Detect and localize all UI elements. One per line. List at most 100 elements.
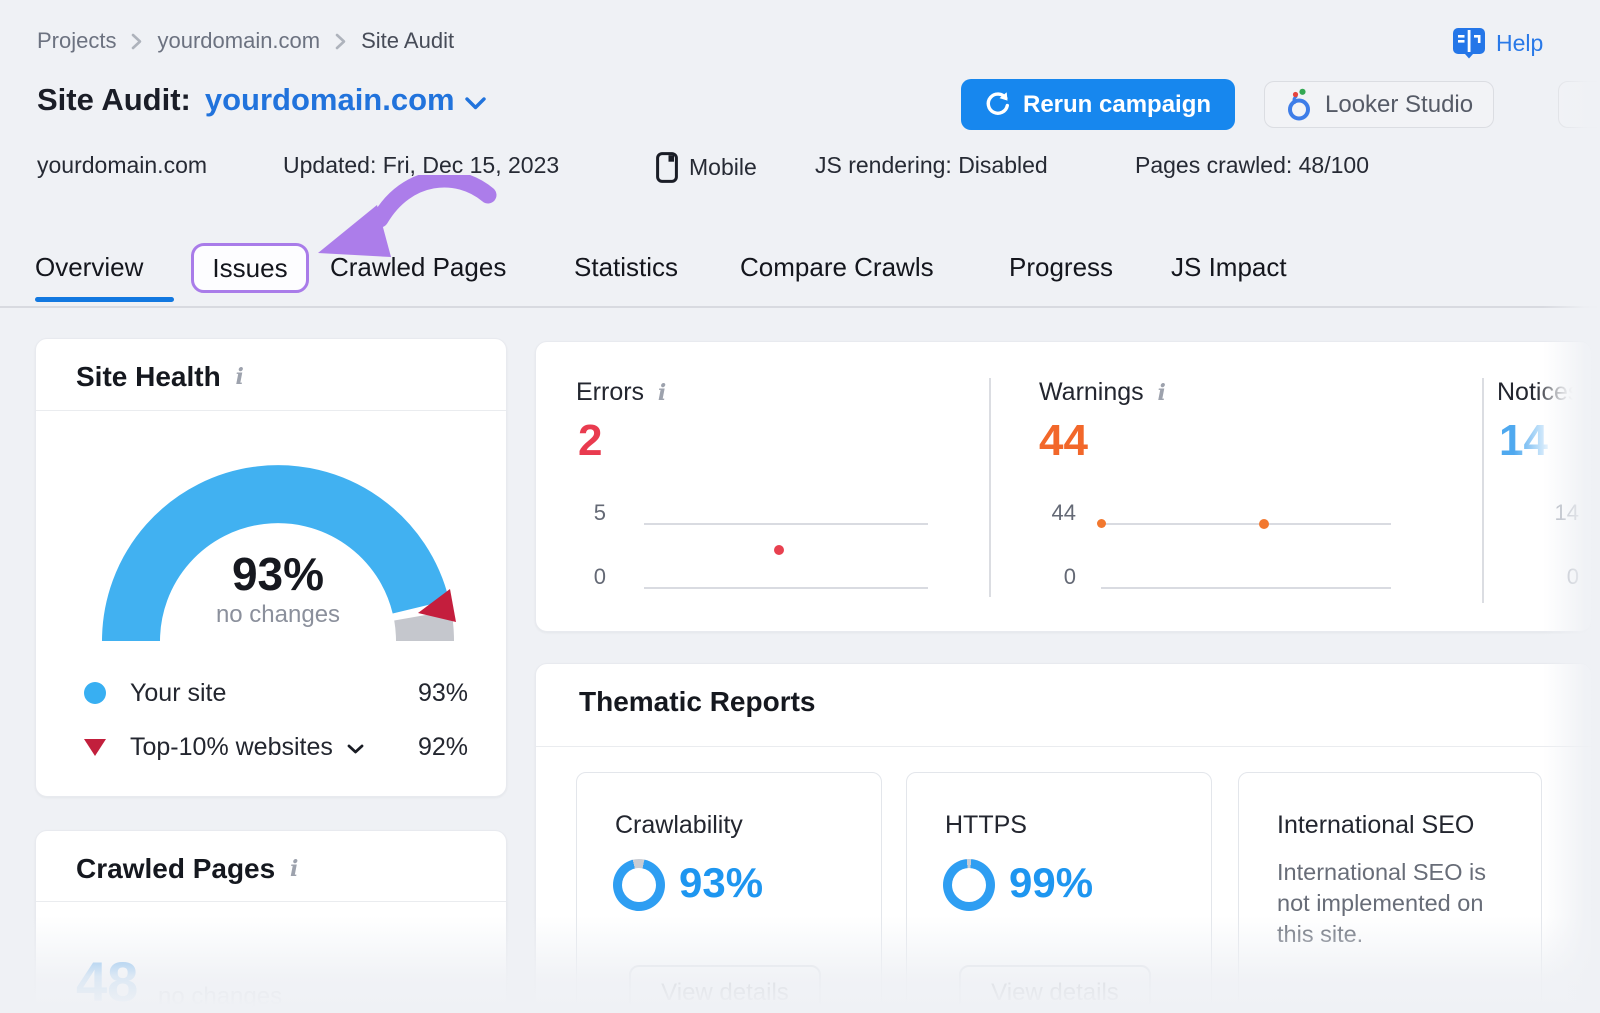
errors-gridline-bottom: [644, 587, 928, 589]
section-divider: [989, 378, 991, 597]
https-view-details-button[interactable]: View details: [959, 965, 1151, 1013]
meta-js-rendering: JS rendering: Disabled: [815, 152, 1048, 178]
tab-overview[interactable]: Overview: [35, 252, 144, 282]
international-seo-card: International SEO International SEO is n…: [1238, 772, 1542, 1013]
benchmark-triangle-icon: [84, 738, 106, 756]
meta-device: Mobile: [656, 152, 757, 183]
section-divider: [1482, 378, 1484, 603]
crawled-pages-value: 48: [76, 950, 139, 1013]
your-site-dot-icon: [84, 682, 106, 704]
https-title: HTTPS: [945, 811, 1027, 839]
notices-value[interactable]: 14: [1499, 416, 1548, 465]
crawlability-card: Crawlability 93% View details: [576, 772, 882, 1013]
https-donut-icon: [943, 859, 995, 911]
errors-tick-bottom: 0: [593, 564, 606, 589]
warnings-data-point[interactable]: [1259, 519, 1269, 529]
warnings-tick-bottom: 0: [1063, 564, 1076, 589]
site-health-title-text: Site Health: [76, 361, 221, 392]
https-card: HTTPS 99% View details: [906, 772, 1212, 1013]
meta-updated: Updated: Fri, Dec 15, 2023: [283, 152, 560, 178]
chevron-down-icon[interactable]: [347, 744, 364, 754]
rerun-campaign-label: Rerun campaign: [1023, 90, 1212, 118]
partial-button[interactable]: [1558, 81, 1600, 128]
breadcrumb-site-audit: Site Audit: [361, 28, 455, 53]
warnings-value[interactable]: 44: [1039, 416, 1088, 465]
your-site-value: 93%: [417, 678, 468, 707]
tab-issues: Issues: [212, 252, 288, 283]
your-site-label: Your site: [130, 678, 227, 707]
breadcrumb: Projects yourdomain.com Site Audit: [37, 28, 454, 54]
warnings-gridline-bottom: [1101, 587, 1391, 589]
campaign-selector[interactable]: yourdomain.com: [205, 82, 486, 118]
notices-label: Notices: [1497, 378, 1581, 406]
errors-gridline-top: [644, 523, 928, 525]
help-label: Help: [1496, 29, 1544, 56]
site-health-card: Site Health 93% no changes Your site 93%…: [35, 338, 507, 797]
tab-crawled-pages[interactable]: Crawled Pages: [330, 252, 507, 282]
crawlability-donut-icon: [613, 859, 665, 911]
info-icon[interactable]: [286, 856, 302, 882]
warnings-gridline-top: [1101, 523, 1391, 525]
active-tab-underline: [35, 297, 174, 302]
crawled-pages-card: Crawled Pages 48 no changes: [35, 830, 507, 1013]
help-book-icon: [1453, 28, 1485, 59]
crawlability-view-details-button[interactable]: View details: [629, 965, 821, 1013]
tab-issues-highlight[interactable]: Issues: [191, 243, 309, 293]
thematic-reports-title: Thematic Reports: [579, 686, 816, 718]
chevron-right-icon: [132, 33, 142, 49]
meta-domain: yourdomain.com: [37, 152, 208, 178]
thematic-reports-card: Thematic Reports Crawlability 93% View d…: [535, 663, 1592, 1013]
errors-tick-top: 5: [593, 500, 606, 525]
chevron-right-icon: [335, 33, 346, 49]
issues-summary-card: Errors 2 5 0 Warnings 44 44 0 Notices 14…: [535, 341, 1592, 632]
errors-value[interactable]: 2: [578, 416, 603, 465]
benchmark-label: Top-10% websites: [130, 732, 333, 761]
info-icon[interactable]: [654, 380, 670, 406]
benchmark-value: 92%: [417, 732, 468, 761]
warnings-data-point-start[interactable]: [1097, 519, 1106, 528]
mobile-icon: [656, 152, 678, 183]
breadcrumb-domain[interactable]: yourdomain.com: [157, 28, 321, 53]
international-seo-note: International SEO is not implemented on …: [1277, 859, 1486, 947]
campaign-domain: yourdomain.com: [204, 82, 455, 117]
site-health-gauge: [102, 465, 456, 642]
page-title: Site Audit: yourdomain.com: [37, 82, 486, 118]
card-divider: [536, 746, 1591, 747]
looker-studio-icon: [1288, 88, 1310, 120]
errors-header: Errors: [576, 378, 670, 407]
warnings-header: Warnings: [1039, 378, 1170, 407]
chevron-down-icon: [464, 96, 486, 109]
site-health-change: no changes: [215, 601, 341, 628]
info-icon[interactable]: [232, 364, 248, 390]
errors-label: Errors: [576, 378, 645, 406]
warnings-label: Warnings: [1039, 378, 1144, 406]
help-link[interactable]: Help: [1452, 27, 1543, 59]
benchmark-marker-icon: [418, 589, 456, 622]
info-icon[interactable]: [1154, 380, 1170, 406]
thematic-reports-title-text: Thematic Reports: [579, 686, 816, 717]
site-health-score: 93%: [231, 548, 325, 600]
notices-tick-bottom: 0: [1566, 564, 1579, 589]
looker-studio-label: Looker Studio: [1325, 90, 1474, 118]
https-value: 99%: [1009, 859, 1094, 906]
tab-progress[interactable]: Progress: [1009, 252, 1114, 282]
notices-tick-top: 14: [1554, 500, 1579, 525]
page-title-prefix: Site Audit:: [37, 82, 191, 117]
tab-compare-crawls[interactable]: Compare Crawls: [740, 252, 934, 282]
card-divider: [36, 410, 506, 411]
errors-data-point[interactable]: [774, 545, 784, 555]
refresh-icon: [986, 92, 1009, 115]
tab-js-impact[interactable]: JS Impact: [1171, 252, 1287, 282]
looker-studio-button[interactable]: Looker Studio: [1264, 81, 1495, 128]
tab-statistics[interactable]: Statistics: [574, 252, 679, 282]
rerun-campaign-button[interactable]: Rerun campaign: [961, 79, 1236, 130]
meta-device-label: Mobile: [689, 154, 757, 180]
annotation-arrow: [318, 175, 497, 257]
warnings-tick-top: 44: [1051, 500, 1076, 525]
breadcrumb-projects[interactable]: Projects: [37, 28, 117, 53]
meta-pages-crawled: Pages crawled: 48/100: [1135, 152, 1369, 178]
legend-row-your-site: Your site 93%: [84, 675, 468, 711]
crawled-pages-title-text: Crawled Pages: [76, 853, 276, 884]
international-seo-title: International SEO: [1277, 811, 1475, 839]
legend-row-benchmark: Top-10% websites 92%: [84, 729, 468, 765]
